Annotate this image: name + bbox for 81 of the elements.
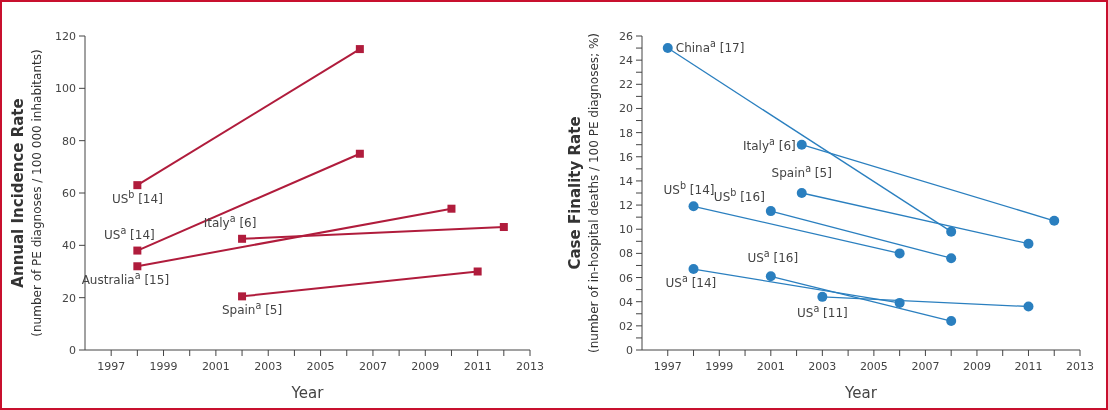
series-label: Spain$^{a}$ [5] bbox=[221, 299, 283, 318]
point bbox=[765, 206, 776, 217]
point bbox=[946, 253, 957, 264]
x-tick-label: 2011 bbox=[1014, 360, 1043, 373]
x-axis-title: Year bbox=[844, 384, 878, 402]
y-tick-label: 06 bbox=[619, 271, 633, 285]
y-tick-label: 24 bbox=[619, 54, 633, 68]
series-label: China$^{a}$ [17] bbox=[675, 37, 745, 56]
x-tick-label: 2001 bbox=[201, 360, 230, 373]
x-tick-label: 2011 bbox=[463, 360, 492, 373]
y-tick-label: 08 bbox=[619, 247, 633, 261]
point bbox=[238, 234, 247, 243]
point bbox=[1023, 238, 1034, 249]
x-tick-label: 2001 bbox=[756, 360, 785, 373]
series-label: US$^{b}$ [14] bbox=[663, 179, 715, 198]
point bbox=[765, 271, 776, 282]
point bbox=[238, 292, 247, 301]
x-tick-label: 2009 bbox=[962, 360, 991, 373]
series-label: US$^{b}$ [14] bbox=[111, 188, 163, 207]
point bbox=[946, 226, 957, 237]
series-label: US$^{a}$ [11] bbox=[796, 302, 848, 320]
x-axis-title: Year bbox=[290, 384, 325, 402]
point bbox=[894, 248, 905, 259]
x-tick-label: 2007 bbox=[911, 360, 940, 373]
x-tick-label: 1997 bbox=[653, 360, 682, 373]
series-label: Italy$^{a}$ [6] bbox=[742, 135, 796, 153]
x-tick-label: 2003 bbox=[254, 360, 283, 373]
y-tick-label: 10 bbox=[619, 223, 633, 237]
x-tick-label: 2009 bbox=[411, 360, 440, 373]
y-tick-label: 60 bbox=[62, 187, 76, 200]
y-tick-label: 100 bbox=[55, 82, 76, 96]
y-axis-title: Annual Incidence Rate (number of PE diagnoses / 100 000 inhabitants) bbox=[9, 49, 44, 337]
y-axis-title: Case Finality Rate (number of in-hospital deaths / 100 PE diagnoses; %) bbox=[566, 33, 601, 353]
series-label: US$^{a}$ [14] bbox=[103, 224, 155, 242]
x-tick-label: 2005 bbox=[306, 360, 335, 373]
point bbox=[1023, 301, 1034, 312]
y-tick-label: 0 bbox=[626, 344, 633, 357]
y-tick-label: 16 bbox=[619, 150, 633, 164]
y-tick-label: 80 bbox=[62, 134, 76, 148]
series-label: Spain$^{a}$ [5] bbox=[771, 162, 832, 180]
x-tick-label: 2003 bbox=[808, 360, 837, 373]
y-tick-label: 04 bbox=[619, 295, 633, 309]
y-tick-label: 14 bbox=[619, 174, 633, 188]
x-tick-label: 2005 bbox=[859, 360, 888, 373]
y-tick-label: 02 bbox=[619, 319, 633, 333]
series-label: Australia$^{a}$ [15] bbox=[81, 269, 170, 288]
y-tick-label: 18 bbox=[619, 126, 633, 140]
x-tick-label: 2013 bbox=[1066, 360, 1094, 373]
point bbox=[946, 316, 957, 327]
point bbox=[133, 246, 142, 255]
y-tick-label: 20 bbox=[619, 102, 633, 116]
x-tick-label: 2013 bbox=[516, 360, 544, 373]
series-label: US$^{a}$ [14] bbox=[665, 272, 717, 291]
point bbox=[133, 262, 142, 271]
series-label: Italy$^{a}$ [6] bbox=[203, 212, 257, 230]
point bbox=[796, 139, 807, 150]
series-label: US$^{a}$ [16] bbox=[747, 247, 799, 266]
point bbox=[817, 291, 828, 302]
point bbox=[796, 188, 807, 198]
point bbox=[1049, 215, 1060, 226]
point bbox=[688, 201, 699, 212]
point bbox=[662, 43, 673, 54]
series-label: US$^{b}$ [16] bbox=[713, 186, 765, 205]
y-tick-label: 120 bbox=[55, 30, 76, 43]
x-tick-label: 1999 bbox=[705, 360, 734, 373]
y-tick-label: 40 bbox=[62, 239, 76, 253]
y-tick-label: 0 bbox=[69, 344, 76, 357]
y-tick-label: 26 bbox=[619, 30, 633, 43]
point bbox=[355, 45, 364, 54]
point bbox=[473, 267, 482, 276]
y-tick-label: 20 bbox=[62, 291, 76, 305]
x-tick-label: 1997 bbox=[97, 360, 126, 373]
point bbox=[133, 181, 142, 190]
point bbox=[447, 204, 456, 213]
point bbox=[499, 223, 508, 232]
y-tick-label: 12 bbox=[619, 199, 633, 213]
point bbox=[688, 264, 699, 275]
point bbox=[355, 149, 364, 158]
y-tick-label: 22 bbox=[619, 78, 633, 92]
x-tick-label: 1999 bbox=[149, 360, 178, 373]
x-tick-label: 2007 bbox=[358, 360, 387, 373]
